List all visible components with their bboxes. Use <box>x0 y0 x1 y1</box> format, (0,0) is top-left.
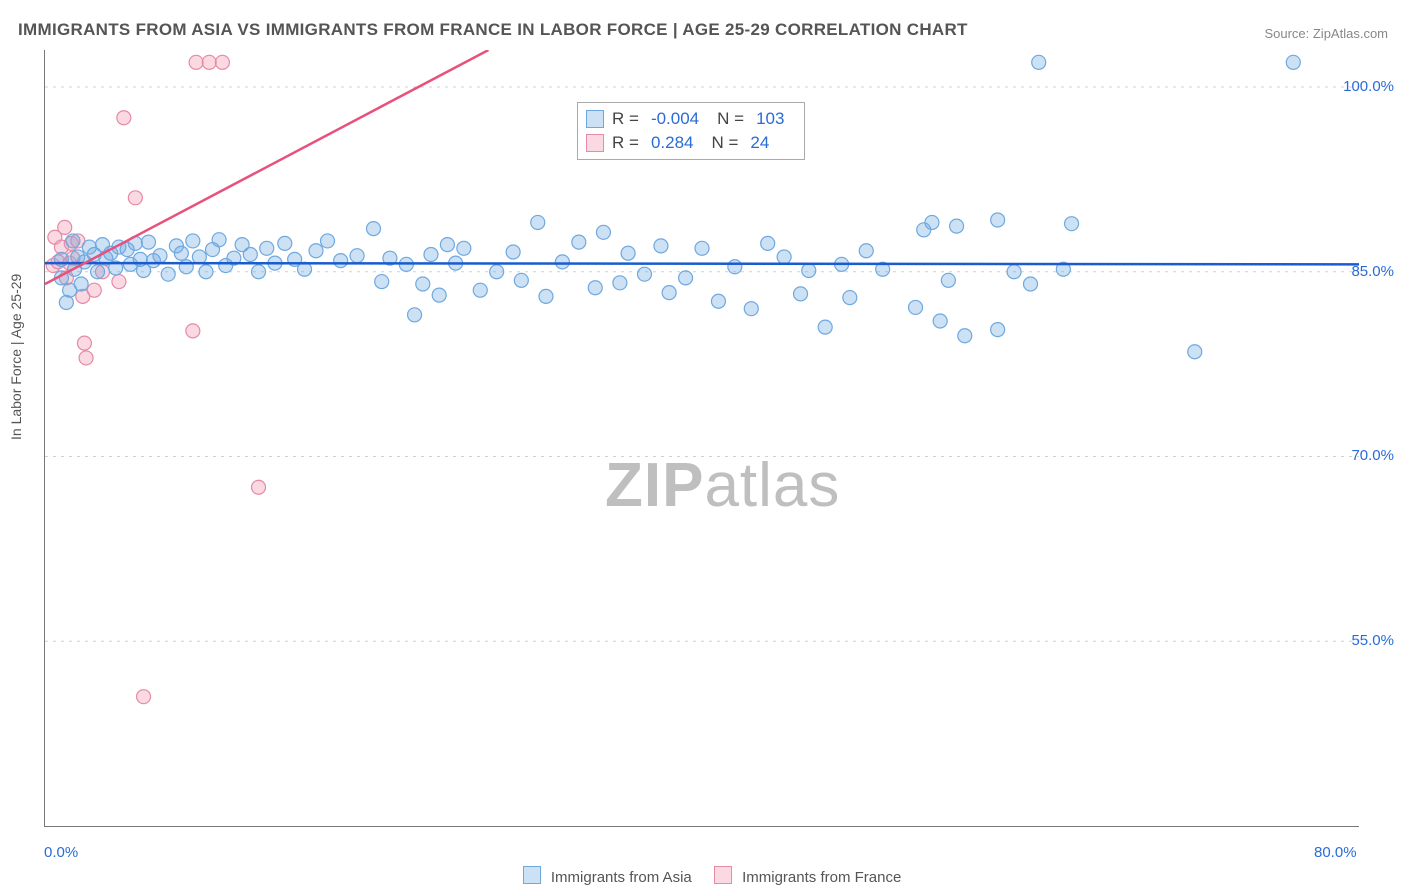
plot-area: ZIPatlas R = -0.004 N = 103 R = 0.284 N … <box>44 50 1359 827</box>
stats-label: R = <box>612 131 639 155</box>
scatter-plot-svg <box>45 50 1359 826</box>
y-tick-label: 70.0% <box>1351 447 1394 464</box>
y-tick-label: 55.0% <box>1351 632 1394 649</box>
legend-bottom: Immigrants from Asia Immigrants from Fra… <box>0 866 1406 886</box>
x-tick-label: 0.0% <box>44 844 78 861</box>
x-tick-label: 80.0% <box>1314 844 1357 861</box>
asia-R-value: -0.004 <box>647 107 709 131</box>
asia-N-value: 103 <box>752 107 794 131</box>
y-axis-label: In Labor Force | Age 25-29 <box>8 274 24 440</box>
stats-label: R = <box>612 107 639 131</box>
stats-label: N = <box>711 131 738 155</box>
france-swatch-icon <box>586 134 604 152</box>
france-N-value: 24 <box>746 131 779 155</box>
asia-swatch-icon <box>586 110 604 128</box>
source-attribution: Source: ZipAtlas.com <box>1264 26 1388 41</box>
y-tick-label: 85.0% <box>1351 263 1394 280</box>
legend-france-swatch-icon <box>714 866 732 884</box>
stats-label: N = <box>717 107 744 131</box>
stats-row-france: R = 0.284 N = 24 <box>586 131 794 155</box>
legend-asia-swatch-icon <box>523 866 541 884</box>
legend-france-label: Immigrants from France <box>742 869 901 886</box>
correlation-stats-box: R = -0.004 N = 103 R = 0.284 N = 24 <box>577 102 805 160</box>
chart-title: IMMIGRANTS FROM ASIA VS IMMIGRANTS FROM … <box>18 20 968 40</box>
france-R-value: 0.284 <box>647 131 704 155</box>
y-tick-label: 100.0% <box>1343 78 1394 95</box>
stats-row-asia: R = -0.004 N = 103 <box>586 107 794 131</box>
watermark: ZIPatlas <box>605 450 840 521</box>
chart-container: IMMIGRANTS FROM ASIA VS IMMIGRANTS FROM … <box>0 0 1406 892</box>
legend-asia-label: Immigrants from Asia <box>551 869 692 886</box>
